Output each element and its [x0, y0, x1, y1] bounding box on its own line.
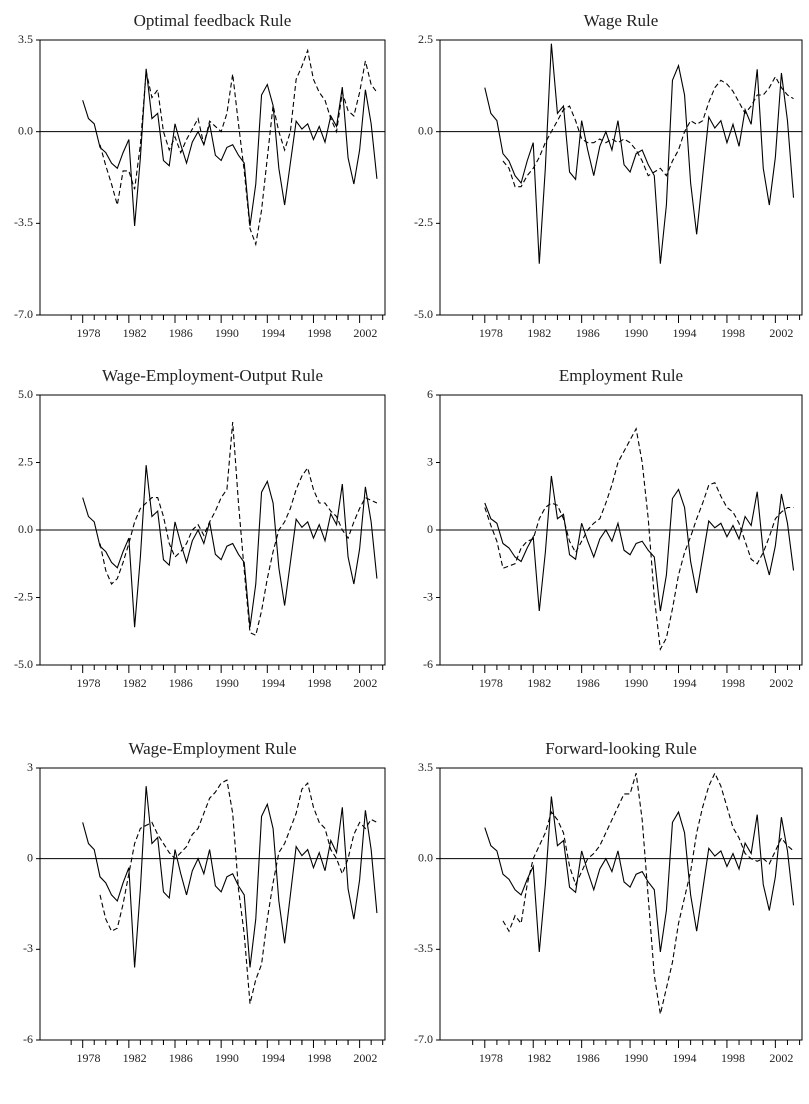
plot-frame	[439, 39, 803, 316]
x-tick-label: 1986	[169, 676, 193, 690]
y-tick-label: 3	[27, 760, 33, 774]
y-tick-label: -3.5	[14, 215, 33, 229]
x-tick-label: 1982	[527, 1051, 551, 1065]
y-tick-label: -3	[423, 589, 433, 603]
y-tick-label: -5.0	[14, 657, 33, 671]
x-tick-label: 1990	[624, 676, 648, 690]
y-tick-label: 0	[427, 522, 433, 536]
y-tick-label: 0.0	[418, 850, 433, 864]
x-tick-label: 1994	[261, 676, 285, 690]
x-tick-label: 1986	[576, 326, 600, 340]
x-tick-label: 2002	[769, 326, 793, 340]
series-line	[484, 427, 794, 652]
y-tick-label: -6	[23, 1032, 33, 1046]
x-tick-label: 1990	[624, 326, 648, 340]
x-tick-label: 2002	[353, 1051, 377, 1065]
chart-title: Wage Rule	[584, 11, 659, 30]
chart-title: Employment Rule	[559, 366, 683, 385]
plot-frame	[439, 767, 803, 1041]
x-tick-label: 1998	[307, 676, 331, 690]
y-tick-label: 3.5	[418, 760, 433, 774]
x-tick-label: 1982	[527, 676, 551, 690]
x-tick-label: 1982	[527, 326, 551, 340]
chart-title: Optimal feedback Rule	[134, 11, 292, 30]
panel: Wage-Employment Rule -6 -3 0 3 1978 1982 1986 19…	[23, 739, 386, 1065]
y-tick-label: -2.5	[414, 215, 433, 229]
x-tick-label: 2002	[769, 676, 793, 690]
y-tick-label: -5.0	[414, 307, 433, 321]
x-tick-label: 1990	[215, 326, 239, 340]
plot-frame	[39, 767, 386, 1041]
x-tick-label: 1990	[215, 676, 239, 690]
x-tick-label: 2002	[353, 676, 377, 690]
y-tick-label: -2.5	[14, 589, 33, 603]
x-tick-label: 1998	[721, 676, 745, 690]
y-tick-label: -7.0	[414, 1032, 433, 1046]
series-line	[99, 779, 378, 1004]
y-tick-label: -7.0	[14, 307, 33, 321]
x-tick-label: 1982	[123, 326, 147, 340]
x-tick-label: 1982	[123, 1051, 147, 1065]
series-line	[484, 475, 795, 612]
series-line	[99, 48, 378, 247]
x-tick-label: 1990	[624, 1051, 648, 1065]
series-line	[502, 771, 794, 1015]
x-tick-label: 1998	[721, 1051, 745, 1065]
y-tick-label: 3.5	[18, 32, 33, 46]
x-tick-label: 1982	[123, 676, 147, 690]
x-tick-label: 1998	[721, 326, 745, 340]
series-line	[82, 465, 378, 628]
x-tick-label: 1998	[307, 326, 331, 340]
x-tick-label: 1998	[307, 1051, 331, 1065]
series-line	[99, 421, 378, 637]
x-tick-label: 1978	[76, 326, 100, 340]
y-tick-label: 2.5	[418, 32, 433, 46]
x-tick-label: 2002	[769, 1051, 793, 1065]
x-tick-label: 1994	[261, 1051, 285, 1065]
y-tick-label: 0.0	[18, 522, 33, 536]
y-tick-label: -3	[23, 941, 33, 955]
x-tick-label: 1994	[673, 1051, 697, 1065]
y-tick-label: 3	[427, 454, 433, 468]
y-tick-label: 2.5	[18, 454, 33, 468]
x-tick-label: 1978	[76, 1051, 100, 1065]
x-tick-label: 1990	[215, 1051, 239, 1065]
chart-title: Forward-looking Rule	[545, 739, 697, 758]
series-line	[502, 75, 794, 188]
series-line	[484, 43, 795, 264]
panel: Wage-Employment-Output Rule -5.0 -2.5 0.0 2.…	[14, 366, 386, 690]
panel: Employment Rule -6 -3 0 3 6 1978 1982 1986 1990 19…	[423, 366, 803, 690]
x-tick-label: 2002	[353, 326, 377, 340]
panel: Forward-looking Rule -7.0 -3.5 0.0 3.5 1978 19…	[414, 739, 803, 1065]
x-tick-label: 1978	[479, 1051, 503, 1065]
series-line	[82, 68, 378, 227]
x-tick-label: 1994	[673, 676, 697, 690]
chart-title: Wage-Employment Rule	[128, 739, 296, 758]
x-tick-label: 1986	[576, 1051, 600, 1065]
panel: Optimal feedback Rule -7.0 -3.5 0.0 3.5 1978 1…	[14, 11, 386, 340]
x-tick-label: 1994	[261, 326, 285, 340]
chart-title: Wage-Employment-Output Rule	[102, 366, 323, 385]
y-tick-label: -6	[423, 657, 433, 671]
x-tick-label: 1986	[576, 676, 600, 690]
y-tick-label: 6	[427, 387, 433, 401]
y-tick-label: 0	[27, 850, 33, 864]
x-tick-label: 1978	[479, 326, 503, 340]
x-tick-label: 1994	[673, 326, 697, 340]
y-tick-label: -3.5	[414, 941, 433, 955]
panel: Wage Rule -5.0 -2.5 0.0 2.5 1978 1982 1986 1990 1…	[414, 11, 803, 340]
series-line	[484, 796, 795, 952]
x-tick-label: 1986	[169, 1051, 193, 1065]
plot-frame	[39, 39, 386, 316]
y-tick-label: 0.0	[418, 123, 433, 137]
x-tick-label: 1986	[169, 326, 193, 340]
x-tick-label: 1978	[76, 676, 100, 690]
y-tick-label: 0.0	[18, 123, 33, 137]
x-tick-label: 1978	[479, 676, 503, 690]
series-line	[82, 786, 378, 968]
y-tick-label: 5.0	[18, 387, 33, 401]
